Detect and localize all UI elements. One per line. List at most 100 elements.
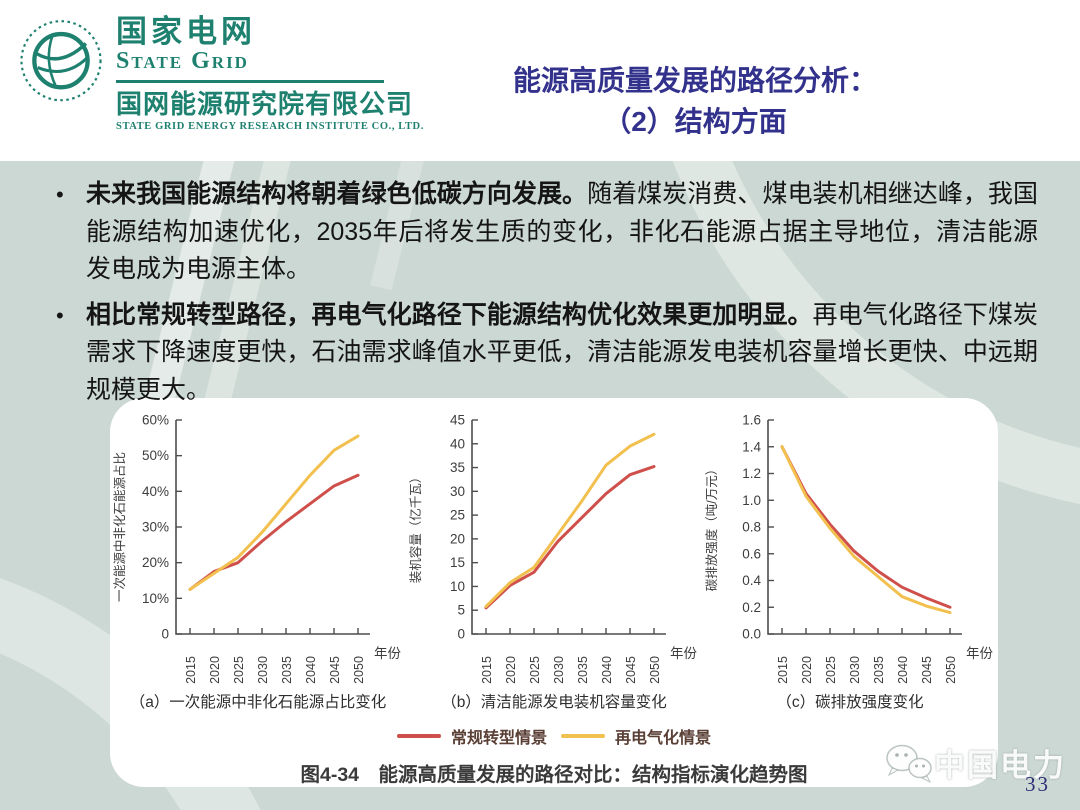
bullet-text: 相比常规转型路径，再电气化路径下能源结构优化效果更加明显。再电气化路径下煤炭需求…	[86, 301, 1038, 404]
svg-text:1.2: 1.2	[742, 466, 761, 481]
logo-text-block: 国家电网 State Grid 国网能源研究院有限公司 STATE GRID E…	[116, 16, 424, 132]
svg-text:0.6: 0.6	[742, 546, 761, 561]
svg-text:2045: 2045	[624, 656, 638, 684]
legend-item: 常规转型情景	[396, 724, 547, 748]
chart-a: 0 10% 20% 30% 40% 50% 60% 2015 2020 2025 2030 2035 2…	[110, 404, 406, 712]
bullet-rest-text: 再电气化路径下煤炭需求下降速度更快，石油需求峰值水平更低，清洁能源发电装机容量增…	[86, 300, 1038, 404]
logo-institute-cn: 国网能源研究院有限公司	[116, 89, 414, 119]
svg-text:2020: 2020	[800, 656, 814, 684]
figure-caption: 图4-34 能源高质量发展的路径对比：结构指标演化趋势图	[300, 764, 808, 786]
svg-text:1.0: 1.0	[742, 493, 761, 508]
svg-text:2035: 2035	[872, 656, 886, 684]
logo-institute-en: STATE GRID ENERGY RESEARCH INSTITUTE CO.…	[116, 121, 424, 132]
svg-text:2035: 2035	[576, 656, 590, 684]
bullet-marker: •	[56, 182, 64, 207]
chart-b: 0 5 10 15 20 25 30 35 40 45 2015 2020 2025 2030 2035 20…	[406, 404, 702, 712]
charts-row: 0 10% 20% 30% 40% 50% 60% 2015 2020 2025 2030 2035 2…	[110, 398, 998, 712]
svg-text:2030: 2030	[552, 656, 566, 684]
slide-title-line-2: （2）结构方面	[603, 106, 787, 137]
wechat-icon	[886, 744, 932, 783]
svg-text:2035: 2035	[280, 656, 294, 684]
svg-text:10%: 10%	[142, 591, 169, 606]
svg-text:1.6: 1.6	[742, 413, 761, 428]
svg-text:装机容量（亿千瓦）: 装机容量（亿千瓦）	[408, 471, 423, 584]
svg-text:20: 20	[450, 531, 465, 546]
svg-text:5: 5	[457, 603, 465, 618]
svg-text:2020: 2020	[208, 656, 222, 684]
svg-text:35: 35	[450, 460, 465, 475]
legend-swatch-reelectrification	[561, 734, 605, 738]
svg-text:0: 0	[161, 627, 169, 642]
svg-text:年份: 年份	[374, 646, 401, 661]
chart-c-plot: 0.0 0.2 0.4 0.6 0.8 1.0 1.2 1.4 1.6 2015 2020 2025 2…	[704, 413, 994, 684]
svg-text:50%: 50%	[142, 448, 169, 463]
svg-text:60%: 60%	[142, 413, 169, 428]
svg-text:1.4: 1.4	[742, 439, 761, 454]
page-number: 33	[1025, 772, 1050, 796]
svg-text:碳排放强度（吨/万元）: 碳排放强度（吨/万元）	[704, 463, 719, 591]
chart-panel: 0 10% 20% 30% 40% 50% 60% 2015 2020 2025 2030 2035 2…	[110, 398, 998, 787]
watermark: 中国电力	[882, 740, 1066, 785]
bullet-item: • 未来我国能源结构将朝着绿色低碳方向发展。随着煤炭消费、煤电装机相继达峰，我国…	[52, 176, 1038, 289]
svg-text:年份: 年份	[670, 646, 698, 661]
svg-text:2040: 2040	[600, 656, 614, 684]
svg-text:2020: 2020	[504, 656, 518, 684]
svg-text:2030: 2030	[848, 656, 862, 684]
svg-text:0: 0	[457, 627, 465, 642]
chart-a-caption: （a）一次能源中非化石能源占比变化	[129, 694, 387, 711]
slide-title-line-1: 能源高质量发展的路径分析：	[512, 65, 877, 96]
svg-text:2025: 2025	[232, 656, 246, 684]
svg-text:2050: 2050	[352, 656, 366, 684]
svg-text:0.8: 0.8	[742, 520, 761, 535]
svg-text:2015: 2015	[480, 656, 494, 684]
svg-text:30%: 30%	[142, 520, 169, 535]
bullet-rest-text: 随着煤炭消费、煤电装机相继达峰，我国能源结构加速优化，2035年后将发生质的变化…	[86, 180, 1038, 283]
svg-text:40%: 40%	[142, 484, 169, 499]
slide-title: 能源高质量发展的路径分析： （2）结构方面	[420, 60, 970, 142]
svg-text:一次能源中非化石能源占比: 一次能源中非化石能源占比	[112, 452, 127, 602]
bullet-text: 未来我国能源结构将朝着绿色低碳方向发展。随着煤炭消费、煤电装机相继达峰，我国能源…	[86, 180, 1038, 283]
legend-swatch-conventional	[396, 734, 441, 738]
chart-c: 0.0 0.2 0.4 0.6 0.8 1.0 1.2 1.4 1.6 2015 2020 2025 2…	[702, 404, 998, 712]
legend: 常规转型情景 再电气化情景	[110, 724, 998, 748]
svg-text:2015: 2015	[776, 656, 790, 684]
svg-text:2025: 2025	[528, 656, 542, 684]
svg-text:0.2: 0.2	[742, 600, 761, 615]
bullet-list: • 未来我国能源结构将朝着绿色低碳方向发展。随着煤炭消费、煤电装机相继达峰，我国…	[52, 176, 1038, 417]
bullet-bold-text: 未来我国能源结构将朝着绿色低碳方向发展。	[86, 180, 588, 208]
svg-text:10: 10	[450, 579, 465, 594]
svg-text:2015: 2015	[184, 656, 198, 684]
svg-text:40: 40	[450, 436, 465, 451]
bullet-marker: •	[56, 302, 64, 328]
svg-text:年份: 年份	[966, 646, 994, 661]
logo-cn-name: 国家电网	[116, 14, 256, 49]
watermark-text: 中国电力	[934, 748, 1066, 783]
logo-en-name: State Grid	[116, 48, 249, 74]
state-grid-logo-icon	[20, 20, 102, 102]
svg-text:45: 45	[450, 413, 465, 428]
svg-text:0.0: 0.0	[742, 627, 761, 642]
logo-divider	[116, 80, 384, 83]
svg-text:0.4: 0.4	[742, 573, 761, 588]
bullet-item: • 相比常规转型路径，再电气化路径下能源结构优化效果更加明显。再电气化路径下煤炭…	[52, 297, 1038, 410]
chart-b-caption: （b）清洁能源发电装机容量变化	[441, 694, 667, 711]
svg-text:15: 15	[450, 555, 465, 570]
svg-text:2040: 2040	[304, 656, 318, 684]
svg-text:2045: 2045	[920, 656, 934, 684]
svg-text:2050: 2050	[648, 656, 662, 684]
chart-c-caption: （c）碳排放强度变化	[776, 694, 924, 711]
bullet-bold-text: 相比常规转型路径，再电气化路径下能源结构优化效果更加明显。	[86, 300, 813, 329]
svg-text:2045: 2045	[328, 656, 342, 684]
chart-a-plot: 0 10% 20% 30% 40% 50% 60% 2015 2020 2025 2030 2035 2…	[112, 413, 401, 684]
svg-text:2030: 2030	[256, 656, 270, 684]
svg-text:20%: 20%	[142, 555, 169, 570]
svg-text:2025: 2025	[824, 656, 838, 684]
svg-text:2040: 2040	[896, 656, 910, 684]
legend-item: 再电气化情景	[561, 724, 711, 748]
svg-text:30: 30	[450, 484, 465, 499]
header: 国家电网 State Grid 国网能源研究院有限公司 STATE GRID E…	[0, 0, 1080, 161]
legend-label: 常规转型情景	[450, 730, 547, 747]
svg-text:25: 25	[450, 508, 465, 523]
